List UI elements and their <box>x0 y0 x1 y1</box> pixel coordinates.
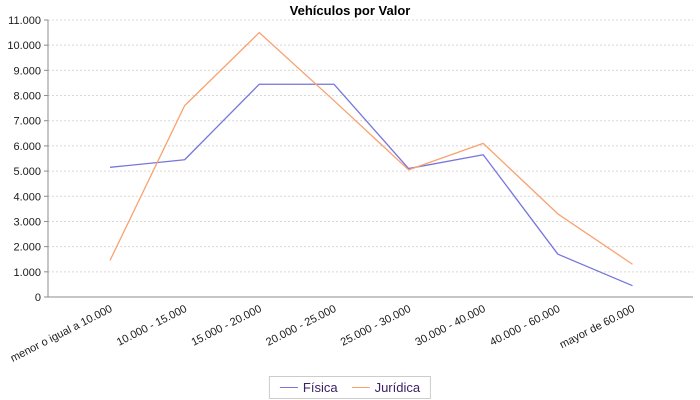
x-category-label: 40.000 - 60.000 <box>488 303 562 349</box>
x-category-label: 30.000 - 40.000 <box>413 303 487 349</box>
y-tick-label: 5.000 <box>13 166 41 178</box>
y-tick-label: 0 <box>35 292 41 304</box>
x-category-label: mayor de 60.000 <box>558 303 637 351</box>
y-tick-label: 3.000 <box>13 216 41 228</box>
x-category-label: 10.000 - 15.000 <box>115 303 189 349</box>
series-line-jurídica <box>109 31 633 265</box>
y-tick-label: 4.000 <box>13 191 41 203</box>
juridica-line-swatch <box>351 387 370 388</box>
legend-label-fisica: Física <box>302 380 338 395</box>
x-category-label: menor o igual a 10.000 <box>9 303 115 365</box>
y-tick-label: 6.000 <box>13 141 41 153</box>
series-line-física <box>109 83 633 287</box>
y-tick-label: 2.000 <box>13 242 41 254</box>
x-category-label: 25.000 - 30.000 <box>339 303 413 349</box>
y-tick-label: 8.000 <box>13 91 41 103</box>
x-category-label: 15.000 - 20.000 <box>190 303 264 349</box>
legend: Física Jurídica <box>268 376 432 399</box>
y-tick-label: 7.000 <box>13 116 41 128</box>
y-tick-label: 9.000 <box>13 65 41 77</box>
legend-label-juridica: Jurídica <box>374 380 421 395</box>
x-category-label: 20.000 - 25.000 <box>264 303 338 349</box>
fisica-line-swatch <box>279 387 298 388</box>
y-tick-label: 10.000 <box>7 40 41 52</box>
legend-item-fisica: Física <box>279 380 338 395</box>
y-tick-label: 11.000 <box>8 15 41 27</box>
legend-item-juridica: Jurídica <box>351 380 421 395</box>
chart-title: Vehículos por Valor <box>289 3 411 18</box>
y-tick-label: 1.000 <box>13 267 41 279</box>
